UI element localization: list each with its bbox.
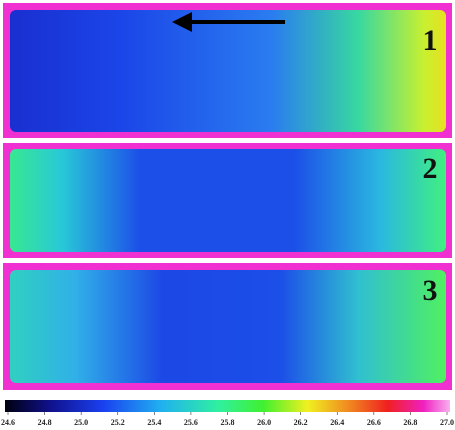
colorbar xyxy=(5,400,450,412)
colorbar-tick-label: 25.2 xyxy=(111,418,125,427)
colorbar-tick-label: 25.4 xyxy=(147,418,161,427)
colorbar-tick-label: 26.2 xyxy=(294,418,308,427)
colorbar-tick-label: 27.0 xyxy=(440,418,454,427)
panel-label: 2 xyxy=(423,152,438,185)
colorbar-tick-label: 24.8 xyxy=(38,418,52,427)
colorbar-tick-label: 25.0 xyxy=(74,418,88,427)
panel-2 xyxy=(3,143,452,258)
colorbar-tick-label: 26.0 xyxy=(257,418,271,427)
colorbar-tick-label: 25.6 xyxy=(184,418,198,427)
panel-label: 3 xyxy=(423,274,438,307)
panel-3 xyxy=(3,263,452,390)
colorbar-tick-label: 26.6 xyxy=(367,418,381,427)
panel-label: 1 xyxy=(423,24,438,57)
colorbar-tick-label: 24.6 xyxy=(1,418,15,427)
colorbar-tick-label: 26.8 xyxy=(403,418,417,427)
colorbar-tick-label: 25.8 xyxy=(221,418,235,427)
panel-1 xyxy=(3,3,452,138)
colorbar-tick-label: 26.4 xyxy=(330,418,344,427)
